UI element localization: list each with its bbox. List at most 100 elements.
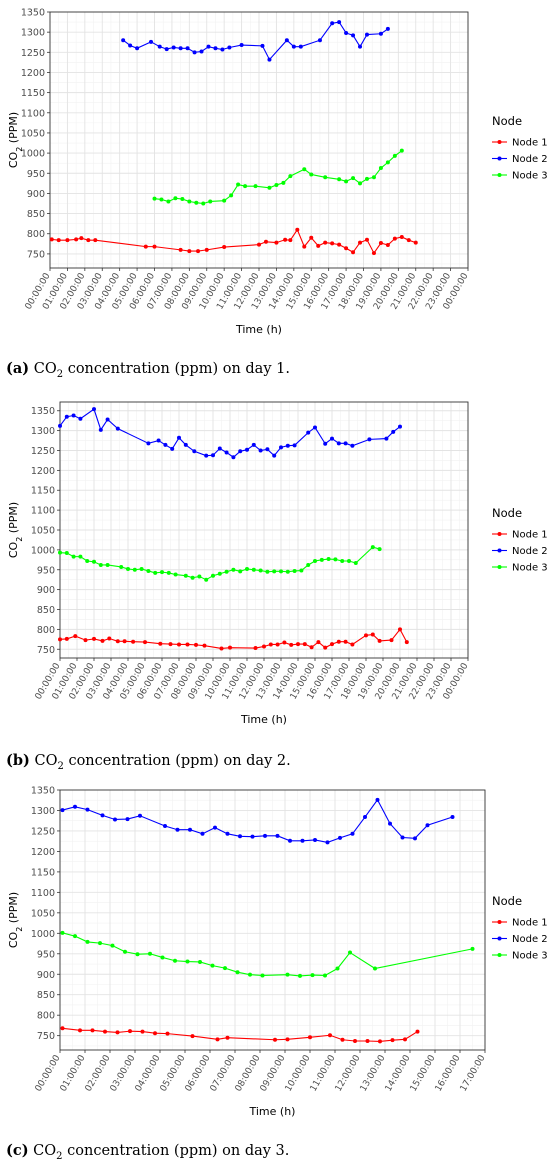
data-point [253, 646, 258, 651]
y-tick-label: 1150 [21, 88, 45, 99]
data-point [392, 236, 397, 241]
y-tick-label: 1000 [31, 545, 55, 556]
legend-title: Node [492, 506, 522, 520]
data-point [64, 551, 69, 556]
data-point [299, 568, 304, 573]
data-point [79, 236, 84, 241]
series-node-3 [58, 545, 382, 582]
data-point [279, 445, 283, 450]
data-point [399, 148, 404, 153]
data-point [413, 836, 417, 841]
data-point [92, 636, 96, 641]
y-tick-label: 900 [37, 585, 55, 596]
y-axis-title: CO2 (PPM) [7, 502, 24, 558]
data-point [126, 566, 130, 571]
x-axis-title: Time (h) [249, 1105, 296, 1118]
data-point [166, 570, 171, 575]
data-point [262, 644, 266, 649]
legend: Node Node 1 Node 2 Node 3 [492, 506, 548, 574]
y-axis-title-sub: 2 [15, 147, 24, 152]
data-point [85, 939, 90, 944]
data-point [263, 833, 267, 838]
data-point [351, 176, 356, 181]
data-point [245, 566, 249, 571]
data-point [143, 244, 148, 249]
data-point [248, 972, 252, 977]
data-point [131, 639, 136, 644]
data-point [92, 559, 96, 564]
data-point [385, 160, 390, 165]
data-point [257, 242, 261, 247]
data-point [392, 153, 397, 158]
data-point [170, 446, 175, 451]
data-point [363, 815, 367, 820]
data-point [371, 251, 376, 256]
legend-title: Node [492, 894, 522, 908]
data-point [159, 197, 164, 202]
data-point [163, 824, 167, 829]
data-point [343, 639, 348, 644]
y-tick-label: 1300 [31, 806, 55, 817]
data-point [288, 174, 293, 179]
data-point [337, 242, 342, 247]
caption-text-pre: CO [33, 361, 57, 377]
data-point [183, 442, 188, 447]
data-point [229, 193, 234, 198]
data-point [139, 566, 144, 571]
caption-letter: (b) [6, 752, 30, 769]
y-tick-label: 900 [37, 970, 55, 981]
data-point [309, 645, 314, 650]
data-point [208, 199, 213, 204]
data-point [291, 44, 296, 49]
chart-panel-day1: 750 800 850 900 950 1000 1050 1100 1150 1200 1250 1… [0, 0, 550, 390]
series-line [122, 21, 389, 61]
data-point [138, 813, 142, 818]
data-point [215, 1037, 220, 1042]
data-point [351, 33, 356, 38]
y-tick-label: 1000 [31, 929, 55, 940]
data-point [273, 1037, 277, 1042]
data-point [351, 250, 356, 255]
data-point [71, 554, 76, 559]
data-point [378, 166, 383, 171]
data-point [152, 196, 157, 201]
caption-text-sub: 2 [57, 760, 64, 772]
data-point [202, 643, 207, 648]
data-point [353, 560, 358, 565]
data-point [107, 636, 112, 641]
data-point [185, 46, 190, 51]
legend-key-point [497, 565, 502, 569]
data-point [227, 45, 232, 50]
data-point [71, 413, 76, 418]
figure-caption-b: (b) CO2 concentration (ppm) on day 2. [6, 752, 291, 772]
y-tick-label: 1250 [21, 48, 45, 59]
data-point [83, 638, 88, 643]
data-point [337, 20, 342, 25]
y-tick-label: 1350 [31, 786, 55, 797]
series-line [62, 1027, 418, 1042]
legend-key-point [497, 173, 502, 177]
data-point [105, 562, 110, 567]
data-point [302, 244, 307, 249]
data-point [225, 831, 230, 836]
data-point [171, 45, 176, 50]
data-point [158, 641, 163, 646]
figure-caption-a: (a) CO2 concentration (ppm) on day 1. [6, 360, 290, 380]
data-point [404, 640, 409, 645]
data-point [238, 569, 243, 574]
data-point [317, 38, 322, 43]
data-point [200, 831, 205, 836]
data-point [98, 562, 103, 567]
y-tick-label: 1050 [31, 526, 55, 537]
y-axis-title-pre: CO [7, 151, 20, 168]
data-point [153, 570, 158, 575]
data-point [377, 547, 382, 552]
data-point [225, 1035, 230, 1040]
data-point [206, 44, 211, 49]
data-point [210, 963, 215, 968]
data-point [370, 632, 375, 637]
data-point [85, 559, 90, 564]
caption-letter: (a) [6, 360, 30, 377]
data-point [178, 46, 183, 51]
legend: Node Node 1 Node 2 Node 3 [492, 114, 548, 182]
